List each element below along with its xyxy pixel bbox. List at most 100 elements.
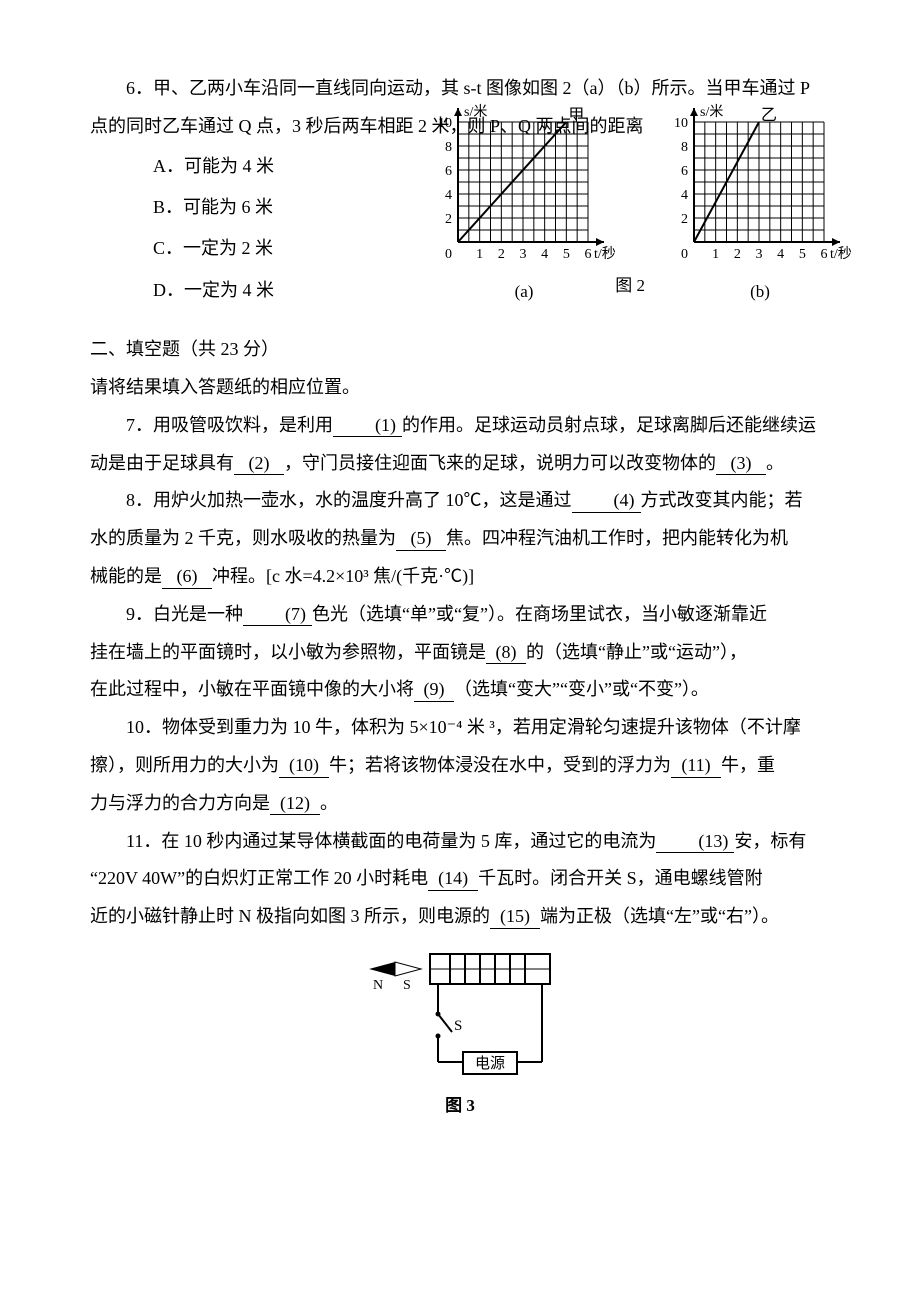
svg-text:甲: 甲: [568, 107, 584, 124]
svg-text:t/秒: t/秒: [594, 246, 616, 262]
svg-text:8: 8: [681, 140, 688, 155]
q10-line2: 擦），则所用力的大小为(10)牛；若将该物体浸没在水中，受到的浮力为(11)牛，…: [90, 747, 830, 785]
q7-blank-1: (1): [333, 415, 402, 438]
svg-text:2: 2: [681, 212, 688, 227]
svg-text:6: 6: [681, 164, 688, 179]
svg-text:0: 0: [445, 247, 452, 262]
svg-text:2: 2: [734, 247, 741, 262]
svg-text:6: 6: [585, 247, 592, 262]
q10-pre: 10．物体受到重力为 10 牛，体积为 5×10⁻⁴ 米 ³，若用定滑轮匀速提升…: [126, 717, 801, 737]
q10-l3a: 力与浮力的合力方向是: [90, 793, 270, 813]
q10-m2: 牛，重: [721, 755, 775, 775]
figure-3: N S S 电源 图 3: [90, 944, 830, 1124]
fig2-label-a: (a): [515, 274, 534, 310]
svg-text:S: S: [454, 1018, 462, 1034]
svg-text:5: 5: [799, 247, 806, 262]
svg-text:1: 1: [712, 247, 719, 262]
q10-blank-12: (12): [270, 793, 320, 816]
svg-text:2: 2: [498, 247, 505, 262]
q11-l2a: “220V 40W”的白炽灯正常工作 20 小时耗电: [90, 868, 428, 888]
q9-line1: 9．白光是一种(7)色光（选填“单”或“复”）。在商场里试衣，当小敏逐渐靠近: [90, 596, 830, 634]
q9-m1: 色光（选填“单”或“复”）。在商场里试衣，当小敏逐渐靠近: [312, 604, 767, 624]
q10-line3: 力与浮力的合力方向是(12)。: [90, 785, 830, 823]
q8-pre: 8．用炉火加热一壶水，水的温度升高了 10℃，这是通过: [126, 490, 572, 510]
circuit-diagram: N S S 电源: [350, 944, 570, 1084]
q7-tail: 。: [766, 453, 784, 473]
svg-text:4: 4: [445, 188, 452, 203]
q9-m2: 的（选填“静止”或“运动”），: [526, 642, 747, 662]
svg-text:3: 3: [520, 247, 527, 262]
svg-text:6: 6: [821, 247, 828, 262]
svg-text:4: 4: [541, 247, 548, 262]
q11-m2: 千瓦时。闭合开关 S，通电螺线管附: [478, 868, 763, 888]
svg-text:10: 10: [674, 116, 688, 131]
q8-m2: 焦。四冲程汽油机工作时，把内能转化为机: [446, 528, 788, 548]
q8-line3: 械能的是(6)冲程。[c 水=4.2×10³ 焦/(千克·℃)]: [90, 558, 830, 596]
q8-blank-6: (6): [162, 566, 212, 589]
q8-blank-4: (4): [572, 490, 641, 513]
svg-text:t/秒: t/秒: [830, 246, 852, 262]
q7-l2a: 动是由于足球具有: [90, 453, 234, 473]
q11-blank-13: (13): [656, 831, 734, 854]
q9-pre: 9．白光是一种: [126, 604, 243, 624]
svg-text:乙: 乙: [761, 107, 777, 124]
q11-line1: 11．在 10 秒内通过某导体横截面的电荷量为 5 库，通过它的电流为(13)安…: [90, 823, 830, 861]
q7-blank-2: (2): [234, 453, 284, 476]
q9-line3: 在此过程中，小敏在平面镜中像的大小将(9)（选填“变大”“变小”或“不变”）。: [90, 671, 830, 709]
q7-line2: 动是由于足球具有(2)，守门员接住迎面飞来的足球，说明力可以改变物体的(3)。: [90, 445, 830, 483]
q11-m1: 安，标有: [734, 831, 806, 851]
svg-text:s/米: s/米: [464, 104, 487, 120]
q7-m2: ，守门员接住迎面飞来的足球，说明力可以改变物体的: [284, 453, 716, 473]
q11-pre: 11．在 10 秒内通过某导体横截面的电荷量为 5 库，通过它的电流为: [126, 831, 656, 851]
q8-line2: 水的质量为 2 千克，则水吸收的热量为(5)焦。四冲程汽油机工作时，把内能转化为…: [90, 520, 830, 558]
svg-text:10: 10: [438, 116, 452, 131]
q9-blank-9: (9): [414, 679, 454, 702]
q7-blank-3: (3): [716, 453, 766, 476]
svg-text:8: 8: [445, 140, 452, 155]
chart-a: 1234562468100s/米t/秒甲: [424, 102, 624, 272]
svg-text:4: 4: [777, 247, 784, 262]
svg-text:s/米: s/米: [700, 104, 723, 120]
fig2-caption: 图 2: [615, 268, 645, 304]
q8-line1: 8．用炉火加热一壶水，水的温度升高了 10℃，这是通过(4)方式改变其内能；若: [90, 482, 830, 520]
q10-l2a: 擦），则所用力的大小为: [90, 755, 279, 775]
q11-tail: 端为正极（选填“左”或“右”）。: [540, 906, 779, 926]
q9-line2: 挂在墙上的平面镜时，以小敏为参照物，平面镜是(8)的（选填“静止”或“运动”），: [90, 634, 830, 672]
svg-text:N: N: [373, 978, 383, 993]
q10-m1: 牛；若将该物体浸没在水中，受到的浮力为: [329, 755, 671, 775]
q7-m1: 的作用。足球运动员射点球，足球离脚后还能继续运: [402, 415, 816, 435]
q11-line3: 近的小磁针静止时 N 极指向如图 3 所示，则电源的(15)端为正极（选填“左”…: [90, 898, 830, 936]
section2-title: 二、填空题（共 23 分）: [90, 331, 830, 369]
question-6: 6．甲、乙两小车沿同一直线同向运动，其 s-t 图像如图 2（a）（b）所示。当…: [90, 70, 830, 311]
svg-text:3: 3: [756, 247, 763, 262]
svg-text:5: 5: [563, 247, 570, 262]
section2-subtitle: 请将结果填入答题纸的相应位置。: [90, 369, 830, 407]
q9-blank-8: (8): [486, 642, 526, 665]
fig2-label-b: (b): [750, 274, 770, 310]
q11-line2: “220V 40W”的白炽灯正常工作 20 小时耗电(14)千瓦时。闭合开关 S…: [90, 860, 830, 898]
svg-text:4: 4: [681, 188, 688, 203]
svg-text:6: 6: [445, 164, 452, 179]
fig3-caption: 图 3: [445, 1088, 475, 1124]
q8-blank-5: (5): [396, 528, 446, 551]
q8-l2a: 水的质量为 2 千克，则水吸收的热量为: [90, 528, 396, 548]
chart-b: 1234562468100s/米t/秒乙: [660, 102, 860, 272]
q9-l3a: 在此过程中，小敏在平面镜中像的大小将: [90, 679, 414, 699]
q8-m1: 方式改变其内能；若: [641, 490, 803, 510]
svg-text:S: S: [403, 978, 411, 993]
q11-l3a: 近的小磁针静止时 N 极指向如图 3 所示，则电源的: [90, 906, 490, 926]
svg-text:2: 2: [445, 212, 452, 227]
q11-blank-14: (14): [428, 868, 478, 891]
q9-blank-7: (7): [243, 604, 312, 627]
q10-blank-11: (11): [671, 755, 721, 778]
q7-pre: 7．用吸管吸饮料，是利用: [126, 415, 333, 435]
q9-tail: （选填“变大”“变小”或“不变”）。: [454, 679, 709, 699]
svg-text:1: 1: [476, 247, 483, 262]
q8-tail: 冲程。[c 水=4.2×10³ 焦/(千克·℃)]: [212, 566, 474, 586]
q10-line1: 10．物体受到重力为 10 牛，体积为 5×10⁻⁴ 米 ³，若用定滑轮匀速提升…: [90, 709, 830, 747]
q10-blank-10: (10): [279, 755, 329, 778]
q9-l2a: 挂在墙上的平面镜时，以小敏为参照物，平面镜是: [90, 642, 486, 662]
q11-blank-15: (15): [490, 906, 540, 929]
q8-l3a: 械能的是: [90, 566, 162, 586]
svg-text:电源: 电源: [475, 1055, 505, 1072]
